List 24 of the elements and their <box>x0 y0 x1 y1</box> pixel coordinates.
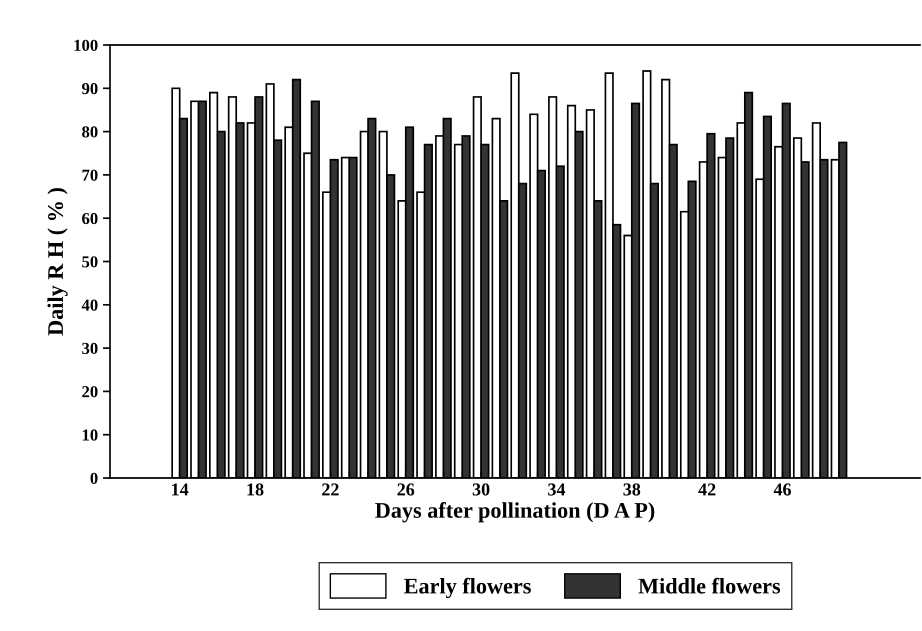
y-tick-label: 30 <box>82 342 98 354</box>
y-tick-label: 0 <box>90 472 98 484</box>
x-tick-label: 30 <box>472 483 490 496</box>
y-tick-label: 50 <box>82 256 98 268</box>
y-tick-label: 70 <box>82 170 98 181</box>
y-tick-label: 80 <box>82 126 98 138</box>
x-axis-title: Days after pollination (D A P) <box>375 502 654 522</box>
y-tick-label: 40 <box>82 300 98 311</box>
y-tick-label: 100 <box>74 40 98 51</box>
y-tick-label: 60 <box>82 212 98 224</box>
x-tick-label: 14 <box>172 483 188 496</box>
legend-label: Middle flowers <box>638 578 780 594</box>
x-tick-label: 34 <box>548 483 566 496</box>
x-tick-label: 26 <box>397 483 414 496</box>
y-tick-label: 10 <box>82 429 98 441</box>
y-axis-title: Daily R H ( % ) <box>47 188 68 336</box>
x-tick-label: 38 <box>623 483 640 496</box>
y-tick-label: 90 <box>82 83 98 94</box>
x-tick-label: 18 <box>247 483 264 496</box>
x-tick-label: 22 <box>322 483 339 496</box>
y-tick-label: 20 <box>82 386 98 398</box>
x-tick-label: 42 <box>698 483 716 496</box>
x-tick-label: 46 <box>774 483 791 496</box>
legend-label: Early flowers <box>404 578 531 598</box>
